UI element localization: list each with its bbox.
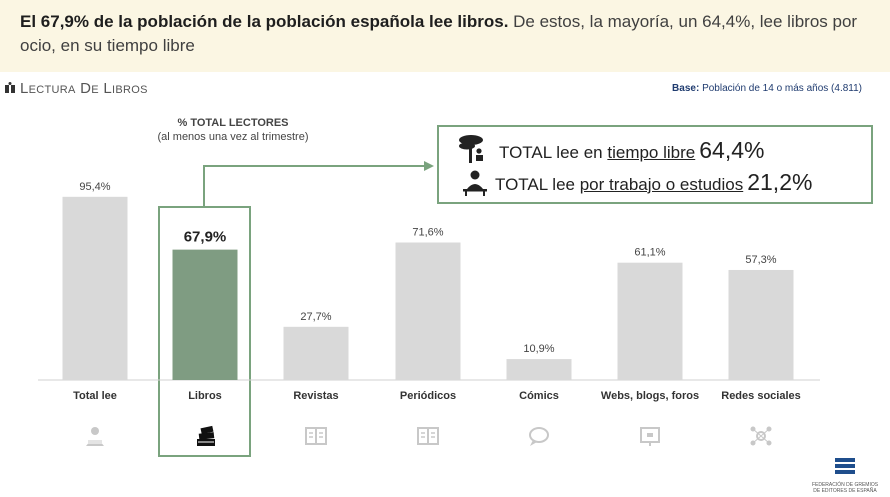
- newspaper-icon: [417, 427, 439, 445]
- callout-connector: [203, 161, 434, 207]
- category-label-6: Redes sociales: [721, 390, 801, 402]
- value-label-2: 27,7%: [300, 311, 331, 323]
- federation-logo-icon: [835, 458, 855, 474]
- headline-bold: El 67,9% de la población de la población…: [20, 12, 509, 31]
- publisher-logo: FEDERACIÓN DE GREMIOS DE EDITORES DE ESP…: [810, 457, 880, 494]
- magazine-icon: [305, 427, 327, 445]
- subtitle-line2: (al menos una vez al trimestre): [157, 131, 309, 143]
- headline-rest: De estos, la mayoría, un 64,4%, lee libr…: [20, 12, 858, 55]
- base-note: Base: Población de 14 o más años (4.811): [672, 83, 862, 94]
- bar-5: [617, 262, 683, 380]
- category-label-1: Libros: [188, 390, 222, 402]
- callout-row-work: TOTAL lee por trabajo o estudios 21,2%: [495, 169, 812, 196]
- value-label-6: 57,3%: [745, 254, 776, 266]
- value-label-3: 71,6%: [412, 227, 443, 239]
- reader-icon: [86, 427, 104, 446]
- base-text: Población de 14 o más años (4.811): [702, 83, 862, 94]
- web-screen-icon: [640, 427, 660, 446]
- subtitle-line1: % TOTAL LECTORES: [177, 117, 289, 129]
- category-label-3: Periódicos: [400, 390, 456, 402]
- value-label-4: 10,9%: [523, 343, 554, 355]
- category-label-4: Cómics: [519, 390, 559, 402]
- callout-row1-value: 64,4%: [699, 137, 765, 163]
- bar-3: [395, 242, 461, 380]
- callout-box: TOTAL lee en tiempo libre 64,4% TOTAL lee…: [437, 125, 873, 204]
- bar-0: [62, 196, 128, 380]
- tree-reading-icon: [459, 135, 483, 163]
- bar-6: [728, 269, 794, 380]
- open-book-icon: [5, 82, 15, 93]
- speech-bubble-icon: [529, 427, 549, 446]
- callout-row2-value: 21,2%: [747, 169, 813, 195]
- bar-2: [283, 326, 349, 380]
- header-banner: El 67,9% de la población de la población…: [0, 0, 890, 72]
- logo-line2: DE EDITORES DE ESPAÑA: [813, 488, 877, 494]
- callout-row2-prefix: TOTAL lee: [495, 175, 580, 194]
- value-label-1: 67,9%: [184, 229, 227, 246]
- base-label: Base:: [672, 83, 700, 94]
- chart-subtitle: % TOTAL LECTORES (al menos una vez al tr…: [133, 116, 333, 144]
- logo-line1: FEDERACIÓN DE GREMIOS: [811, 482, 879, 488]
- section-title: Lectura De Libros: [4, 80, 148, 97]
- callout-row-leisure: TOTAL lee en tiempo libre 64,4%: [499, 137, 764, 164]
- desk-study-icon: [463, 170, 487, 196]
- callout-row2-underlined: por trabajo o estudios: [579, 175, 744, 194]
- books-icon: [197, 425, 215, 446]
- bar-1: [172, 249, 238, 380]
- category-label-0: Total lee: [73, 390, 117, 402]
- category-label-2: Revistas: [293, 390, 338, 402]
- value-label-5: 61,1%: [634, 247, 665, 259]
- highlight-frame: [158, 206, 251, 457]
- callout-row1-prefix: TOTAL lee en: [499, 143, 608, 162]
- category-label-5: Webs, blogs, foros: [601, 390, 699, 402]
- social-network-icon: [750, 426, 772, 446]
- value-label-0: 95,4%: [79, 181, 110, 193]
- section-title-text: Lectura De Libros: [20, 80, 148, 97]
- callout-row1-underlined: tiempo libre: [607, 143, 696, 162]
- bar-4: [506, 359, 572, 380]
